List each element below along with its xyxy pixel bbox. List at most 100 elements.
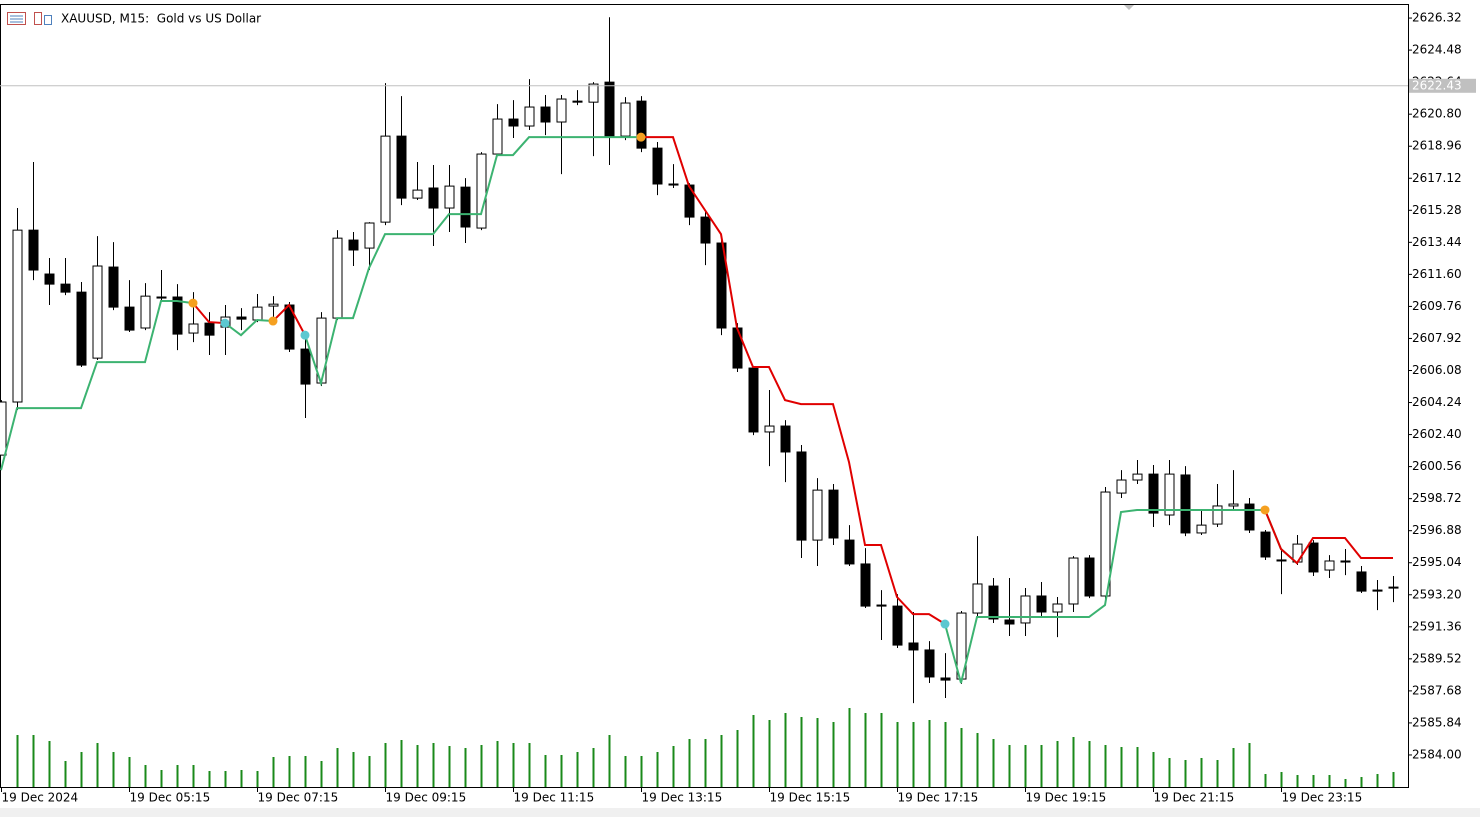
signal-dot [220, 318, 230, 328]
candle-body [460, 186, 471, 228]
x-tick-label: 19 Dec 07:15 [258, 791, 339, 805]
candle-body [1020, 595, 1031, 624]
y-tick-label: 2611.60 [1412, 267, 1462, 281]
candle-body [300, 348, 311, 385]
candle-body [1212, 505, 1223, 525]
candle-body [124, 306, 135, 331]
candle-body [396, 135, 407, 199]
candle-body [828, 489, 839, 539]
candle-body [1036, 595, 1047, 613]
candle-body [556, 98, 567, 123]
candle-body [908, 642, 919, 651]
candle-body [236, 316, 247, 320]
candle-body [332, 237, 343, 319]
candle-body [780, 425, 791, 453]
candle-body [12, 229, 23, 403]
candle-body [1260, 531, 1271, 558]
signal-dot [300, 330, 310, 340]
trend-line [0, 136, 1298, 684]
y-tick-label: 2596.88 [1412, 523, 1462, 537]
candle-body [1244, 503, 1255, 531]
chart-title: XAUUSD, M15: Gold vs US Dollar [61, 12, 261, 26]
candle-body [476, 153, 487, 229]
candle-body [796, 451, 807, 541]
y-tick-label: 2584.00 [1412, 747, 1462, 761]
candle-body [508, 118, 519, 127]
y-tick-label: 2620.80 [1412, 107, 1462, 121]
x-tick-label: 19 Dec 15:15 [770, 791, 851, 805]
x-tick-label: 19 Dec 11:15 [514, 791, 595, 805]
x-tick-label: 19 Dec 17:15 [898, 791, 979, 805]
candle-body [1004, 619, 1015, 625]
candle-body [108, 266, 119, 308]
candle-body [1196, 524, 1207, 534]
candle-body [892, 605, 903, 646]
candle-body [60, 283, 71, 293]
y-tick-label: 2591.36 [1412, 619, 1462, 633]
candle-body [348, 239, 359, 251]
candle-body [988, 585, 999, 620]
y-tick-label: 2607.92 [1412, 331, 1462, 345]
candle-body [700, 216, 711, 244]
candle-body [972, 583, 983, 614]
signal-dot [188, 298, 198, 308]
candle-body [1100, 491, 1111, 597]
candle-body [140, 295, 151, 329]
candle-body [940, 677, 951, 681]
candle-body [588, 83, 599, 103]
y-tick-label: 2618.96 [1412, 139, 1462, 153]
candle-body [748, 367, 759, 433]
x-tick-label: 19 Dec 19:15 [1026, 791, 1107, 805]
plot-area [0, 17, 1399, 787]
candle-body [204, 322, 215, 336]
candle-body [524, 106, 535, 127]
candle-body [44, 273, 55, 285]
candle-body [1276, 559, 1287, 562]
signal-dot [636, 132, 646, 142]
candle-body [732, 327, 743, 369]
y-tick-label: 2587.68 [1412, 683, 1462, 697]
y-tick-label: 2602.40 [1412, 427, 1462, 441]
candle-body [1052, 603, 1063, 613]
y-tick-label: 2613.44 [1412, 235, 1462, 249]
status-strip [0, 808, 1480, 817]
x-tick-label: 19 Dec 05:15 [130, 791, 211, 805]
candle-body [1068, 557, 1079, 605]
candle-body [252, 306, 263, 321]
y-tick-label: 2626.32 [1412, 11, 1462, 25]
symbol-icons [7, 12, 52, 25]
candle-body [1340, 560, 1351, 563]
shift-marker [1124, 5, 1134, 10]
candle-body [172, 296, 183, 335]
candle-body [652, 147, 663, 185]
candle-body [1116, 479, 1127, 494]
signal-dot [1260, 505, 1270, 515]
candle-body [1324, 560, 1335, 571]
candle-body [412, 189, 423, 199]
signal-dot [268, 316, 278, 326]
candle-body [604, 81, 615, 137]
candle-body [1228, 503, 1239, 507]
trend-line [192, 136, 1393, 625]
candle-body [0, 401, 7, 456]
candle-body [924, 649, 935, 678]
candle-body [764, 425, 775, 433]
candle-body [1308, 542, 1319, 573]
y-tick-label: 2615.28 [1412, 203, 1462, 217]
candle-body [572, 100, 583, 103]
y-tick-label: 2600.56 [1412, 459, 1462, 473]
candle-body [156, 296, 167, 299]
candle-body [1372, 589, 1383, 592]
price-label-box [1409, 78, 1476, 93]
y-tick-label: 2609.76 [1412, 299, 1462, 313]
candle-body [380, 135, 391, 223]
x-tick-label: 19 Dec 23:15 [1282, 791, 1363, 805]
candle-body [428, 187, 439, 209]
y-tick-label: 2585.84 [1412, 715, 1462, 729]
y-tick-label: 2606.08 [1412, 363, 1462, 377]
candle-body [812, 489, 823, 541]
candle-body [188, 323, 199, 334]
price-label: 2622.43 [1412, 78, 1462, 92]
